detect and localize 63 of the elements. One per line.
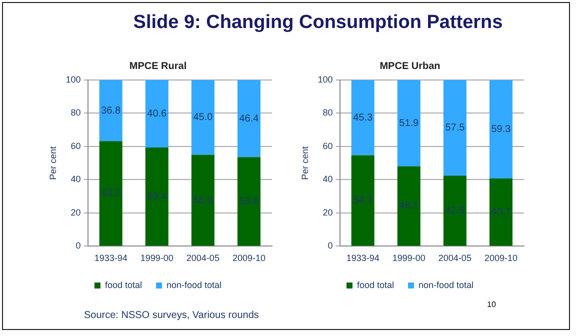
bar bbox=[351, 80, 374, 156]
y-tick-label: 60 bbox=[70, 140, 81, 151]
text: 10 bbox=[487, 300, 496, 309]
bar bbox=[351, 155, 374, 246]
legend-label: non-food total bbox=[418, 280, 474, 290]
data-label: 53.6 bbox=[239, 196, 260, 208]
bar bbox=[191, 80, 214, 155]
bar bbox=[191, 154, 214, 246]
text: Slide 9: Changing Consumption Patterns bbox=[132, 12, 504, 34]
data-label: 48.1 bbox=[399, 200, 420, 212]
y-tick-label: 20 bbox=[322, 207, 333, 218]
x-tick-label: 2004-05 bbox=[438, 253, 472, 264]
bar bbox=[443, 80, 466, 176]
x-tick-label: 2009-10 bbox=[484, 253, 518, 264]
data-label: 40.7 bbox=[491, 206, 512, 218]
chart-title: MPCE Rural bbox=[129, 60, 187, 72]
data-label: 36.8 bbox=[101, 105, 122, 116]
y-tick-label: 60 bbox=[322, 140, 333, 151]
legend-label: non-food total bbox=[166, 280, 222, 290]
y-axis-title: Per cent bbox=[300, 146, 310, 180]
bar bbox=[145, 80, 168, 148]
x-tick-label: 2004-05 bbox=[186, 253, 220, 264]
bar bbox=[443, 176, 466, 246]
x-tick-label: 2009-10 bbox=[232, 253, 266, 264]
data-label: 63.2 bbox=[101, 188, 122, 200]
bar bbox=[99, 141, 122, 246]
y-tick-label: 40 bbox=[70, 174, 81, 184]
data-label: 54.7 bbox=[353, 195, 374, 206]
source-note: Source: NSSO surveys, Various rounds bbox=[84, 310, 259, 321]
legend-label: food total bbox=[104, 280, 142, 290]
x-tick-label: 1933-94 bbox=[346, 253, 380, 264]
chart-title: MPCE Urban bbox=[380, 60, 440, 72]
data-label: 57.5 bbox=[445, 122, 466, 134]
bar bbox=[99, 80, 122, 142]
x-tick-label: 1933-94 bbox=[94, 253, 128, 264]
data-label: 45.3 bbox=[353, 112, 374, 124]
y-tick-label: 40 bbox=[322, 174, 333, 184]
data-label: 46.4 bbox=[239, 113, 260, 124]
y-tick-label: 100 bbox=[66, 74, 81, 84]
x-tick-label: 1999-00 bbox=[140, 253, 174, 264]
bar bbox=[397, 80, 420, 166]
x-tick-label: 1999-00 bbox=[392, 253, 426, 264]
y-tick-label: 100 bbox=[318, 74, 333, 84]
data-label: 40.6 bbox=[147, 108, 168, 120]
data-label: 59.3 bbox=[491, 124, 512, 136]
legend-label: food total bbox=[356, 280, 394, 290]
data-label: 55.0 bbox=[193, 194, 214, 206]
y-tick-label: 80 bbox=[322, 108, 333, 118]
y-tick-label: 0 bbox=[328, 240, 333, 251]
y-tick-label: 20 bbox=[70, 207, 81, 218]
bar bbox=[489, 80, 512, 179]
bar bbox=[489, 178, 512, 246]
data-label: 45.0 bbox=[193, 112, 214, 124]
data-label: 51.9 bbox=[399, 118, 420, 129]
data-label: 42.5 bbox=[445, 205, 466, 216]
bar bbox=[237, 157, 260, 246]
data-label: 59.4 bbox=[147, 191, 168, 202]
y-tick-label: 80 bbox=[70, 108, 81, 118]
y-tick-label: 0 bbox=[76, 240, 81, 251]
bar bbox=[237, 80, 260, 158]
y-axis-title: Per cent bbox=[48, 146, 58, 180]
bar bbox=[145, 147, 168, 246]
bar bbox=[397, 166, 420, 246]
